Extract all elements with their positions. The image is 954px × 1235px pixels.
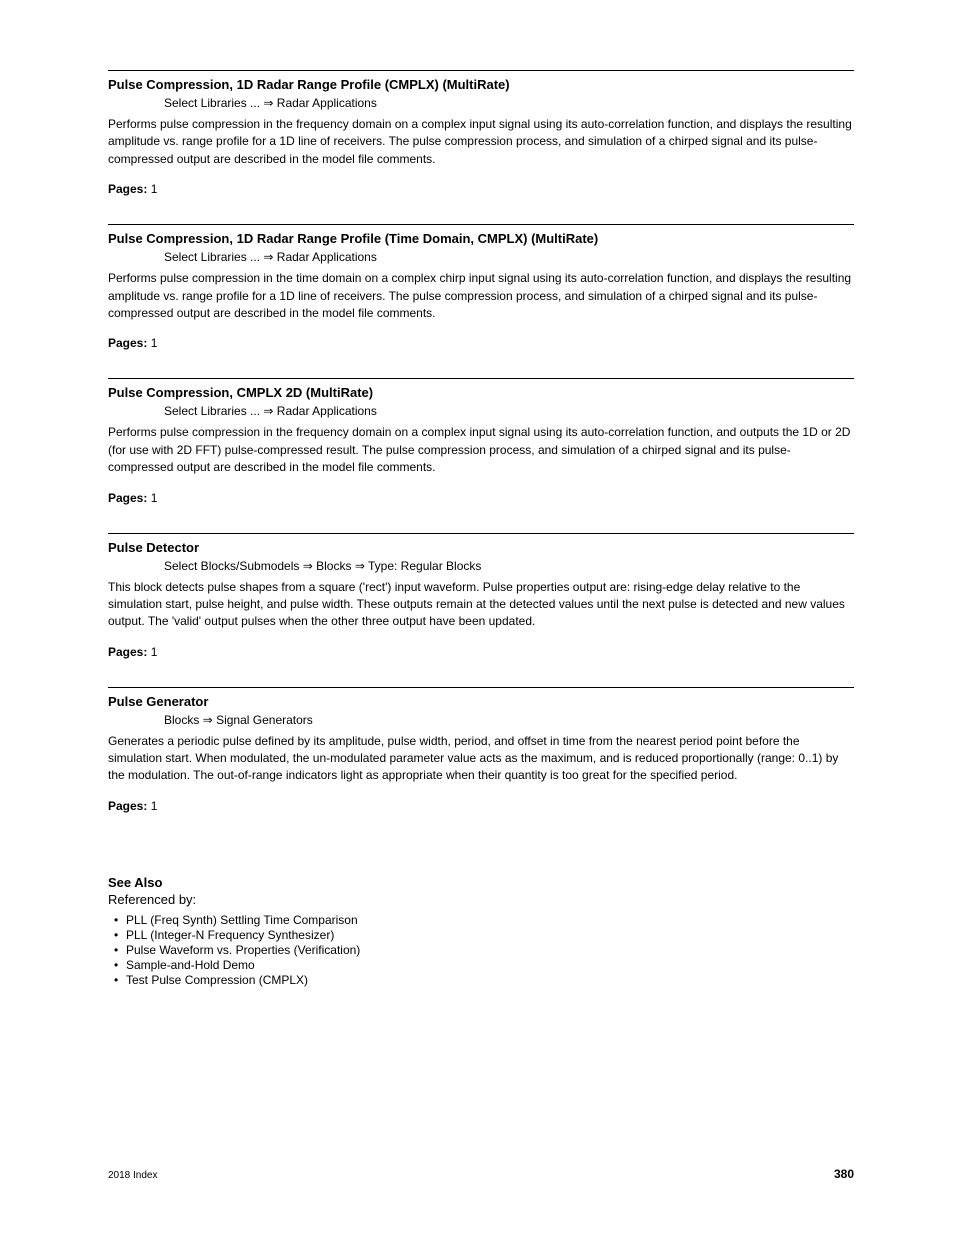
- breadcrumb-segment: Blocks: [299, 559, 351, 573]
- entry-description: Performs pulse compression in the freque…: [108, 424, 854, 476]
- see-also-heading: See Also: [108, 875, 854, 890]
- entry-breadcrumb: Select Libraries ...Radar Applications: [108, 250, 854, 264]
- see-also-item: Pulse Waveform vs. Properties (Verificat…: [126, 943, 854, 957]
- breadcrumb-segment: Select Blocks/Submodels: [164, 559, 299, 573]
- entry-pages: Pages: 1: [108, 799, 854, 813]
- pages-value: 1: [151, 645, 158, 659]
- entry-title: Pulse Generator: [108, 694, 854, 709]
- index-entry: Pulse Compression, 1D Radar Range Profil…: [108, 70, 854, 224]
- pages-label: Pages:: [108, 491, 151, 505]
- entry-description: This block detects pulse shapes from a s…: [108, 579, 854, 631]
- see-also-item: PLL (Freq Synth) Settling Time Compariso…: [126, 913, 854, 927]
- see-also-item: Sample-and-Hold Demo: [126, 958, 854, 972]
- breadcrumb-segment: Radar Applications: [260, 250, 377, 264]
- see-also-subtitle: Referenced by:: [108, 892, 854, 907]
- index-entry: Pulse Generator BlocksSignal Generators Ge…: [108, 687, 854, 841]
- index-entry: Pulse Detector Select Blocks/SubmodelsBlo…: [108, 533, 854, 687]
- breadcrumb-segment: Select Libraries ...: [164, 404, 260, 418]
- entry-title: Pulse Compression, CMPLX 2D (MultiRate): [108, 385, 854, 400]
- breadcrumb-segment: Select Libraries ...: [164, 250, 260, 264]
- pages-value: 1: [151, 336, 158, 350]
- entry-pages: Pages: 1: [108, 491, 854, 505]
- entry-description: Performs pulse compression in the time d…: [108, 270, 854, 322]
- pages-label: Pages:: [108, 645, 151, 659]
- entry-breadcrumb: BlocksSignal Generators: [108, 713, 854, 727]
- entry-title: Pulse Compression, 1D Radar Range Profil…: [108, 77, 854, 92]
- entry-pages: Pages: 1: [108, 182, 854, 196]
- entry-pages: Pages: 1: [108, 336, 854, 350]
- breadcrumb-segment: Select Libraries ...: [164, 96, 260, 110]
- page-container: Pulse Compression, 1D Radar Range Profil…: [0, 0, 954, 1235]
- breadcrumb-segment: Signal Generators: [199, 713, 312, 727]
- entry-description: Generates a periodic pulse defined by it…: [108, 733, 854, 785]
- entry-breadcrumb: Select Blocks/SubmodelsBlocksType: Regul…: [108, 559, 854, 573]
- pages-value: 1: [151, 799, 158, 813]
- footer-page-number: 380: [834, 1167, 854, 1181]
- see-also-item: PLL (Integer-N Frequency Synthesizer): [126, 928, 854, 942]
- entry-description: Performs pulse compression in the freque…: [108, 116, 854, 168]
- entry-title: Pulse Detector: [108, 540, 854, 555]
- see-also-item: Test Pulse Compression (CMPLX): [126, 973, 854, 987]
- footer-left-text: 2018 Index: [108, 1170, 158, 1181]
- breadcrumb-segment: Radar Applications: [260, 404, 377, 418]
- see-also-list: PLL (Freq Synth) Settling Time Compariso…: [108, 913, 854, 987]
- pages-value: 1: [151, 491, 158, 505]
- breadcrumb-segment: Blocks: [164, 713, 199, 727]
- pages-label: Pages:: [108, 336, 151, 350]
- breadcrumb-segment: Radar Applications: [260, 96, 377, 110]
- pages-label: Pages:: [108, 182, 151, 196]
- index-entry: Pulse Compression, 1D Radar Range Profil…: [108, 224, 854, 378]
- entry-title: Pulse Compression, 1D Radar Range Profil…: [108, 231, 854, 246]
- pages-value: 1: [151, 182, 158, 196]
- index-entry: Pulse Compression, CMPLX 2D (MultiRate) S…: [108, 378, 854, 532]
- pages-label: Pages:: [108, 799, 151, 813]
- breadcrumb-segment: Type: Regular Blocks: [351, 559, 481, 573]
- entry-breadcrumb: Select Libraries ...Radar Applications: [108, 404, 854, 418]
- entry-pages: Pages: 1: [108, 645, 854, 659]
- entry-breadcrumb: Select Libraries ...Radar Applications: [108, 96, 854, 110]
